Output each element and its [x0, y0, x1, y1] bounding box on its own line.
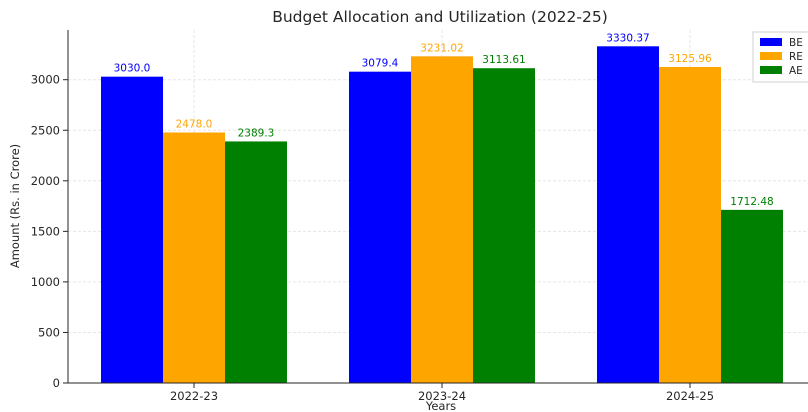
- chart-title: Budget Allocation and Utilization (2022-…: [272, 8, 608, 26]
- x-ticks: 2022-23 2023-24 2024-25: [170, 383, 714, 403]
- legend-swatch-ae: [760, 66, 782, 74]
- legend-label-ae: AE: [789, 65, 803, 77]
- axes: [67, 30, 808, 384]
- y-tick-label: 2500: [31, 123, 60, 137]
- bar-be: [101, 76, 163, 384]
- y-tick-label: 1000: [31, 275, 60, 289]
- data-label-ae: 2389.3: [238, 127, 275, 139]
- legend-swatch-re: [760, 52, 782, 60]
- bar-be: [597, 46, 659, 384]
- legend-label-be: BE: [789, 37, 803, 49]
- data-label-re: 2478.0: [176, 118, 213, 130]
- y-tick-label: 1500: [31, 224, 60, 238]
- legend: BE RE AE: [752, 31, 808, 83]
- bar-ae: [225, 141, 287, 383]
- bars: [101, 46, 783, 384]
- y-tick-label: 0: [53, 376, 60, 390]
- data-label-ae: 1712.48: [730, 196, 773, 208]
- y-axis-label: Amount (Rs. in Crore): [8, 144, 22, 268]
- x-tick-label: 2022-23: [170, 389, 218, 403]
- y-tick-label: 3000: [31, 73, 60, 87]
- x-axis-label: Years: [425, 399, 456, 412]
- legend-swatch-be: [760, 38, 782, 46]
- data-label-be: 3079.4: [362, 58, 399, 70]
- bar-re: [163, 132, 225, 383]
- y-tick-label: 500: [38, 325, 60, 339]
- y-ticks: 0 500 1000 1500 2000 2500 3000: [31, 73, 68, 390]
- x-tick-label: 2024-25: [666, 389, 714, 403]
- y-tick-label: 2000: [31, 174, 60, 188]
- data-label-re: 3231.02: [420, 42, 463, 54]
- bar-ae: [721, 209, 783, 383]
- data-label-ae: 3113.61: [482, 54, 525, 66]
- bar-be: [349, 71, 411, 383]
- bar-ae: [473, 68, 535, 384]
- bar-re: [411, 56, 473, 384]
- data-label-re: 3125.96: [668, 53, 712, 65]
- data-labels: 3030.0 3079.4 3330.37 2478.0 3231.02 3125.96 2…: [114, 32, 774, 208]
- x-tick-label: 2023-24: [418, 389, 466, 403]
- legend-label-re: RE: [789, 51, 803, 63]
- data-label-be: 3030.0: [114, 63, 151, 75]
- data-label-be: 3330.37: [606, 32, 649, 44]
- bar-re: [659, 66, 721, 383]
